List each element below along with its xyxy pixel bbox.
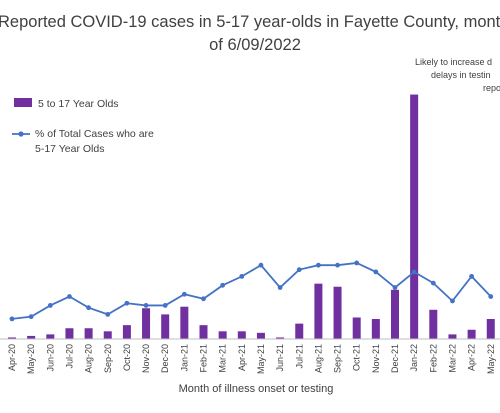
line-point-Jul-20 xyxy=(67,294,72,299)
line-point-Aug-21 xyxy=(316,262,321,268)
bar-May-21 xyxy=(256,332,265,339)
line-point-May-20 xyxy=(28,314,34,320)
x-tick-label-Sep-20: Sep-20 xyxy=(103,344,113,373)
annotation-line-3: repo xyxy=(483,83,500,93)
annotation-line-1: Likely to increase d xyxy=(415,57,492,67)
bar-Aug-21 xyxy=(314,283,323,339)
bar-Jul-21 xyxy=(295,323,304,340)
legend-line-marker xyxy=(18,131,24,137)
x-tick-label-May-20: May-20 xyxy=(26,344,36,374)
bar-Oct-21 xyxy=(352,317,361,340)
line-point-Apr-21 xyxy=(239,273,245,279)
line-point-Jan-21 xyxy=(181,291,187,297)
x-tick-label-Sep-21: Sep-21 xyxy=(333,344,343,373)
annotation: Likely to increase d delays in testin re… xyxy=(415,57,500,93)
x-tick-label-Nov-21: Nov-21 xyxy=(371,344,381,373)
line-point-Sep-21 xyxy=(335,262,340,268)
legend-bar-swatch xyxy=(14,98,32,107)
bar-Sep-20 xyxy=(103,331,112,339)
line-point-Mar-22 xyxy=(450,298,455,304)
line-point-May-22 xyxy=(488,294,494,299)
line-point-Apr-20 xyxy=(9,316,15,322)
x-tick-label-Apr-22: Apr-22 xyxy=(467,344,477,371)
line-point-May-21 xyxy=(258,262,264,268)
line-point-Jan-22 xyxy=(411,269,417,275)
bar-Dec-21 xyxy=(391,289,399,339)
bar-Mar-22 xyxy=(448,334,457,339)
x-tick-label-Jul-21: Jul-21 xyxy=(294,344,304,369)
bar-Feb-21 xyxy=(199,325,208,339)
bar-Jan-22 xyxy=(410,94,419,339)
x-tick-label-Dec-21: Dec-21 xyxy=(390,344,400,373)
x-tick-label-Aug-20: Aug-20 xyxy=(84,344,94,373)
x-tick-label-Jul-20: Jul-20 xyxy=(64,344,74,369)
bar-Sep-21 xyxy=(333,286,342,340)
percent-line xyxy=(11,262,492,320)
x-tick-label-May-21: May-21 xyxy=(256,344,266,374)
bar-series xyxy=(8,94,495,340)
bar-Jul-20 xyxy=(65,328,74,339)
legend-line-label-2: 5-17 Year Olds xyxy=(35,143,104,155)
bar-Apr-21 xyxy=(237,331,246,339)
x-tick-label-Apr-20: Apr-20 xyxy=(7,344,17,371)
line-point-Apr-22 xyxy=(469,273,474,279)
line-point-Nov-21 xyxy=(373,269,379,275)
x-tick-label-Mar-21: Mar-21 xyxy=(218,344,228,373)
x-tick-label-Jun-20: Jun-20 xyxy=(45,344,55,372)
x-tick-label-May-22: May-22 xyxy=(486,344,496,374)
x-tick-label-Jan-21: Jan-21 xyxy=(179,344,189,372)
x-tick-label-Mar-22: Mar-22 xyxy=(447,344,457,373)
bar-Apr-22 xyxy=(467,329,476,339)
x-tick-labels: Apr-20 May-20 Jun-20 Jul-20 Aug-20 Sep-20 Oct-… xyxy=(7,344,496,374)
legend-line-label-1: % of Total Cases who are xyxy=(35,128,154,140)
x-tick-label-Jan-22: Jan-22 xyxy=(409,344,419,372)
chart-title-line-2: of 6/09/2022 xyxy=(209,36,301,54)
line-point-Feb-21 xyxy=(201,296,206,302)
legend: 5 to 17 Year Olds % of Total Cases who a… xyxy=(12,98,154,155)
bar-Mar-21 xyxy=(218,331,227,339)
line-point-Jun-20 xyxy=(47,303,53,308)
bar-Dec-20 xyxy=(161,314,170,339)
bar-Feb-22 xyxy=(429,309,438,339)
x-tick-label-Oct-21: Oct-21 xyxy=(352,344,362,371)
line-point-Jul-21 xyxy=(296,267,302,273)
bar-Oct-20 xyxy=(122,325,131,339)
bar-Nov-20 xyxy=(142,308,151,339)
bar-Nov-21 xyxy=(371,319,380,339)
x-tick-label-Feb-21: Feb-21 xyxy=(199,344,209,373)
line-point-Feb-22 xyxy=(430,280,436,286)
line-point-Oct-20 xyxy=(124,300,130,306)
bar-Aug-20 xyxy=(84,328,93,339)
bar-Jan-21 xyxy=(180,306,189,339)
bar-May-20 xyxy=(27,335,36,340)
x-tick-label-Dec-20: Dec-20 xyxy=(160,344,170,373)
bar-Jun-21 xyxy=(276,337,285,339)
annotation-line-2: delays in testin xyxy=(431,70,491,80)
line-series xyxy=(9,260,494,322)
line-point-Nov-20 xyxy=(143,303,149,308)
x-axis-label: Month of illness onset or testing xyxy=(179,383,334,395)
line-point-Dec-21 xyxy=(392,285,398,290)
legend-bar-label: 5 to 17 Year Olds xyxy=(38,98,119,110)
x-tick-label-Feb-22: Feb-22 xyxy=(428,344,438,373)
bar-Jun-20 xyxy=(46,334,55,339)
line-point-Dec-20 xyxy=(162,303,168,308)
x-tick-label-Aug-21: Aug-21 xyxy=(313,344,323,373)
x-tick-label-Jun-21: Jun-21 xyxy=(275,344,285,372)
bar-May-22 xyxy=(486,319,495,339)
chart-title-line-1: Reported COVID-19 cases in 5-17 year-old… xyxy=(0,13,500,31)
x-tick-label-Nov-20: Nov-20 xyxy=(141,344,151,373)
line-point-Mar-21 xyxy=(220,282,226,288)
line-point-Sep-20 xyxy=(105,312,111,317)
x-tick-label-Apr-21: Apr-21 xyxy=(237,344,247,371)
line-point-Oct-21 xyxy=(354,260,360,266)
line-point-Aug-20 xyxy=(86,305,91,311)
line-point-Jun-21 xyxy=(277,285,283,290)
x-tick-label-Oct-20: Oct-20 xyxy=(122,344,132,371)
bar-Apr-20 xyxy=(8,337,16,339)
